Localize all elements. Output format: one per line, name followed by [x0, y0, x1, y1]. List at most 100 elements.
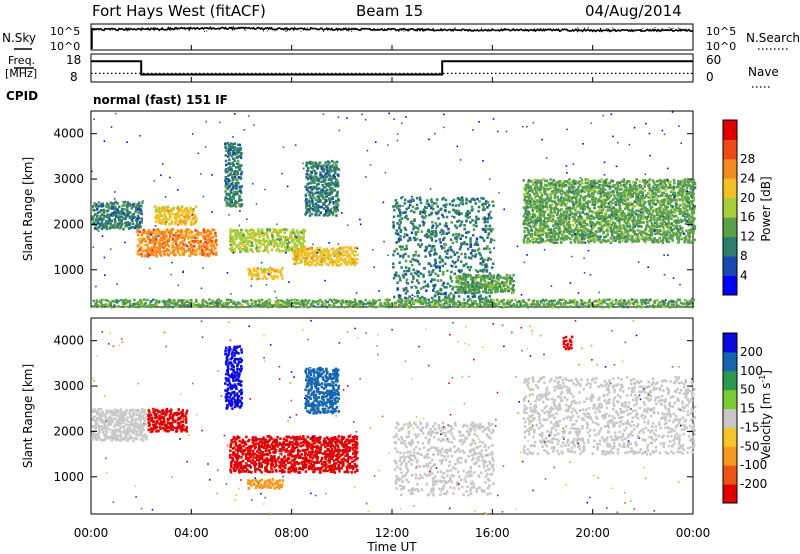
heatmap-cell [623, 217, 627, 221]
heatmap-cell [261, 303, 264, 307]
heatmap-cell [662, 236, 665, 239]
nsky-point [589, 29, 591, 31]
heatmap-cell [434, 261, 437, 265]
heatmap-cell [650, 188, 653, 191]
heatmap-cell [533, 192, 536, 196]
heatmap-cell [138, 230, 142, 233]
heatmap-cell [441, 259, 445, 263]
heatmap-cell [117, 305, 120, 308]
heatmap-cell [170, 230, 173, 233]
heatmap-cell [327, 210, 330, 214]
heatmap-cell [662, 208, 666, 212]
heatmap-cell [205, 253, 208, 257]
heatmap-cell [545, 184, 549, 187]
heatmap-cell [654, 191, 657, 195]
heatmap-cell [668, 196, 671, 200]
heatmap-cell [423, 216, 426, 219]
heatmap-cell [601, 194, 605, 198]
nsky-point [626, 29, 628, 30]
heatmap-cell [586, 232, 590, 236]
heatmap-cell [687, 232, 690, 235]
heatmap-cell [289, 246, 292, 250]
heatmap-cell [638, 180, 641, 183]
heatmap-cell [525, 204, 528, 208]
heatmap-cell [185, 250, 188, 253]
heatmap-cell [298, 239, 301, 243]
heatmap-cell [464, 256, 467, 259]
heatmap-cell [472, 223, 476, 227]
heatmap-cell [575, 202, 578, 206]
heatmap-cell [333, 171, 337, 175]
heatmap-cell [296, 302, 299, 305]
heatmap-cell [180, 249, 183, 253]
heatmap-cell [666, 225, 669, 228]
heatmap-cell [299, 237, 302, 240]
heatmap-cell [582, 218, 585, 222]
heatmap-cell [417, 243, 420, 246]
heatmap-cell [304, 199, 308, 203]
heatmap-cell [325, 175, 329, 178]
heatmap-cell [595, 230, 599, 233]
heatmap-cell [236, 172, 240, 175]
heatmap-cell [302, 232, 305, 236]
heatmap-cell [142, 237, 146, 240]
heatmap-cell [162, 246, 165, 249]
heatmap-cell [295, 239, 299, 243]
heatmap-cell [124, 217, 127, 221]
heatmap-cell [336, 201, 339, 205]
heatmap-cell [453, 261, 456, 265]
heatmap-cell [663, 198, 666, 201]
heatmap-cell [546, 201, 549, 205]
heatmap-cell [678, 234, 682, 237]
heatmap-cell [309, 186, 312, 189]
heatmap-cell [136, 203, 139, 206]
heatmap-cell [176, 237, 180, 241]
heatmap-cell [334, 199, 338, 203]
heatmap-cell [140, 304, 143, 308]
heatmap-cell [533, 178, 536, 182]
heatmap-cell [606, 225, 610, 228]
heatmap-cell [226, 192, 230, 196]
heatmap-cell [292, 230, 295, 234]
heatmap-cell [438, 238, 441, 241]
heatmap-cell [235, 236, 239, 239]
heatmap-cell [572, 233, 575, 236]
heatmap-cell [670, 186, 674, 189]
heatmap-cell [147, 252, 150, 256]
heatmap-cell [653, 224, 656, 228]
heatmap-cell [300, 299, 304, 302]
heatmap-cell [549, 218, 552, 221]
heatmap-cell [227, 302, 230, 305]
heatmap-cell [560, 213, 563, 217]
heatmap-cell [463, 227, 466, 231]
heatmap-cell [668, 237, 671, 240]
nsky-point [577, 27, 579, 29]
heatmap-cell [193, 234, 197, 237]
heatmap-cell [480, 285, 484, 288]
heatmap-cell [589, 234, 593, 238]
heatmap-cell [416, 289, 420, 293]
heatmap-cell [532, 225, 536, 228]
heatmap-cell [483, 220, 487, 223]
heatmap-cell [312, 204, 315, 207]
heatmap-cell [298, 301, 301, 305]
heatmap-cell [169, 216, 172, 219]
heatmap-cell [631, 238, 634, 242]
heatmap-cell [633, 191, 636, 195]
heatmap-cell [556, 216, 560, 220]
heatmap-cell [231, 299, 234, 303]
heatmap-cell [547, 187, 551, 191]
heatmap-cell [170, 222, 174, 225]
heatmap-cell [140, 299, 144, 302]
heatmap-cell [233, 142, 237, 145]
heatmap-cell [474, 253, 478, 256]
heatmap-cell [279, 237, 282, 241]
heatmap-cell [692, 210, 696, 213]
heatmap-cell [588, 184, 591, 187]
heatmap-cell [309, 160, 312, 164]
heatmap-cell [235, 149, 239, 152]
heatmap-cell [171, 237, 175, 241]
heatmap-cell [629, 196, 632, 199]
heatmap-cell [273, 228, 277, 232]
heatmap-cell [164, 222, 167, 226]
